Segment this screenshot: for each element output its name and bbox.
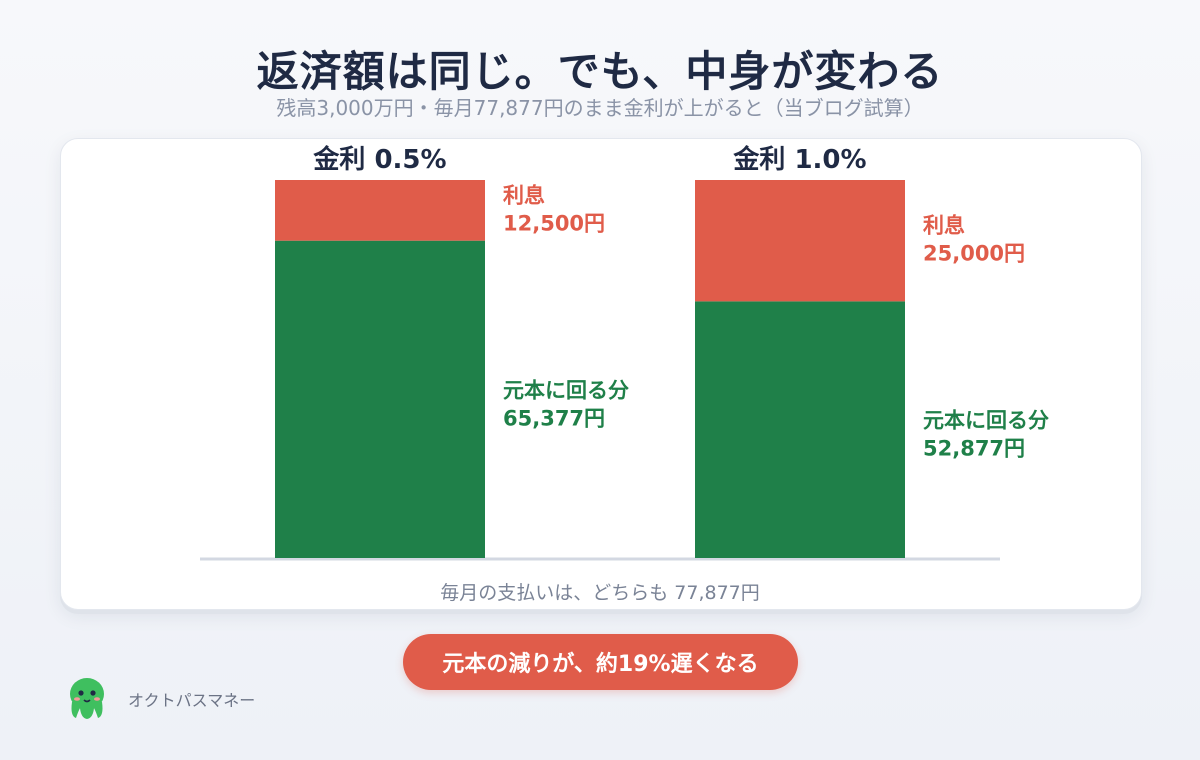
chart-card — [60, 138, 1142, 610]
brand: オクトパスマネー — [66, 676, 255, 722]
footer-note: 毎月の支払いは、どちらも 77,877円 — [440, 582, 760, 604]
callout-pill: 元本の減りが、約19%遅くなる — [403, 634, 798, 690]
octopus-mascot-icon — [70, 678, 104, 719]
brand-name: オクトパスマネー — [128, 691, 256, 710]
page-title: 返済額は同じ。でも、中身が変わる — [256, 47, 944, 96]
page-subtitle: 残高3,000万円・毎月77,877円のまま金利が上がると（当ブログ試算） — [276, 96, 924, 120]
